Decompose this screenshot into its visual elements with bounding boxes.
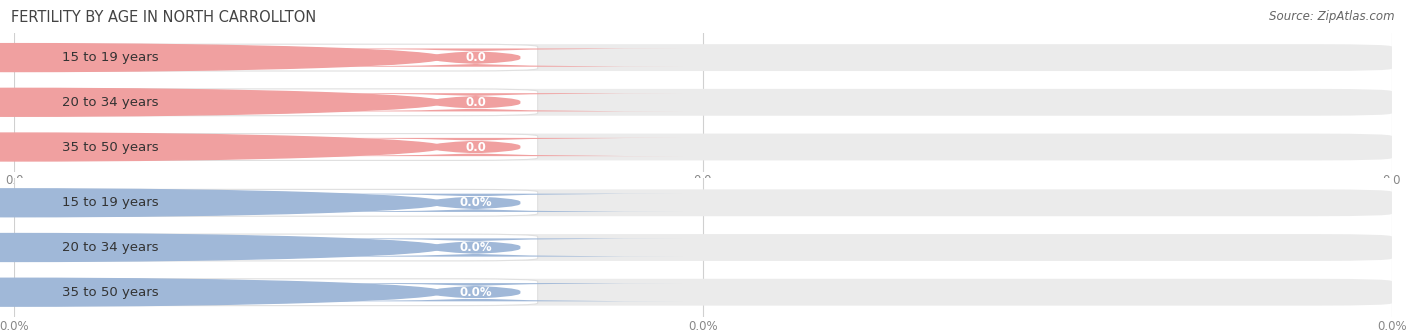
Text: 15 to 19 years: 15 to 19 years <box>62 196 159 209</box>
FancyBboxPatch shape <box>14 189 1392 216</box>
Text: 0.0: 0.0 <box>465 141 486 153</box>
FancyBboxPatch shape <box>14 89 1392 116</box>
FancyBboxPatch shape <box>267 283 683 301</box>
FancyBboxPatch shape <box>14 234 537 261</box>
Circle shape <box>0 133 444 161</box>
FancyBboxPatch shape <box>267 93 683 112</box>
FancyBboxPatch shape <box>14 134 1392 160</box>
Circle shape <box>0 44 444 72</box>
FancyBboxPatch shape <box>267 194 683 212</box>
Text: FERTILITY BY AGE IN NORTH CARROLLTON: FERTILITY BY AGE IN NORTH CARROLLTON <box>11 10 316 25</box>
Circle shape <box>0 278 444 306</box>
Circle shape <box>0 234 444 261</box>
Text: 0.0%: 0.0% <box>460 241 492 254</box>
Text: 0.0%: 0.0% <box>460 196 492 209</box>
FancyBboxPatch shape <box>14 134 537 160</box>
FancyBboxPatch shape <box>14 44 537 71</box>
Circle shape <box>0 88 444 116</box>
Text: 20 to 34 years: 20 to 34 years <box>62 96 159 109</box>
Text: 0.0: 0.0 <box>465 51 486 64</box>
Circle shape <box>0 189 444 217</box>
Text: 20 to 34 years: 20 to 34 years <box>62 241 159 254</box>
Text: 35 to 50 years: 35 to 50 years <box>62 286 159 299</box>
FancyBboxPatch shape <box>14 279 1392 306</box>
FancyBboxPatch shape <box>14 279 537 306</box>
FancyBboxPatch shape <box>14 44 1392 71</box>
Text: Source: ZipAtlas.com: Source: ZipAtlas.com <box>1270 10 1395 23</box>
FancyBboxPatch shape <box>14 189 537 216</box>
FancyBboxPatch shape <box>14 89 537 116</box>
FancyBboxPatch shape <box>14 234 1392 261</box>
Text: 0.0%: 0.0% <box>460 286 492 299</box>
FancyBboxPatch shape <box>267 138 683 156</box>
Text: 15 to 19 years: 15 to 19 years <box>62 51 159 64</box>
FancyBboxPatch shape <box>267 49 683 67</box>
FancyBboxPatch shape <box>267 238 683 257</box>
Text: 35 to 50 years: 35 to 50 years <box>62 141 159 153</box>
Text: 0.0: 0.0 <box>465 96 486 109</box>
